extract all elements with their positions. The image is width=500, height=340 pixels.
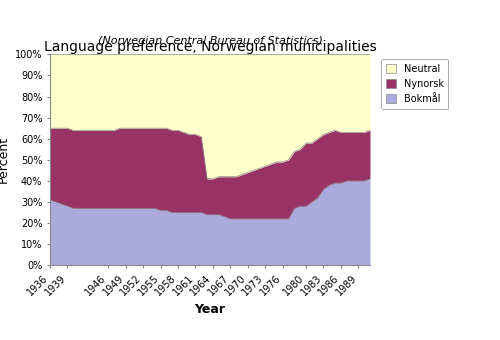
X-axis label: Year: Year bbox=[194, 303, 226, 316]
Y-axis label: Percent: Percent bbox=[0, 136, 10, 183]
Legend: Neutral, Nynorsk, Bokmål: Neutral, Nynorsk, Bokmål bbox=[382, 59, 448, 109]
Title: Language preference, Norwegian municipalities: Language preference, Norwegian municipal… bbox=[44, 40, 376, 54]
Text: (Norwegian Central Bureau of Statistics): (Norwegian Central Bureau of Statistics) bbox=[98, 36, 322, 46]
